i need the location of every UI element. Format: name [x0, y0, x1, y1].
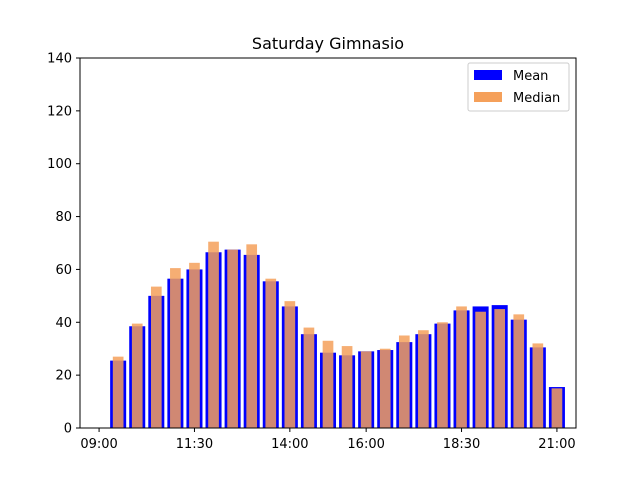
chart-title: Saturday Gimnasio: [252, 34, 404, 53]
median-bar: [437, 322, 448, 428]
y-tick-label: 80: [55, 210, 72, 225]
y-tick-label: 140: [47, 52, 72, 67]
median-bar: [551, 388, 563, 428]
median-bar: [475, 311, 486, 428]
median-bar: [112, 356, 124, 428]
legend: Mean Median: [467, 62, 570, 112]
median-bar: [398, 335, 410, 428]
median-bar: [322, 340, 334, 428]
median-bar: [379, 348, 391, 428]
median-bar: [513, 314, 525, 428]
median-bar: [532, 343, 544, 428]
legend-swatch-median: [474, 92, 502, 102]
x-axis: 09:00 11:30 14:00 16:00 18:30 21:00: [80, 428, 576, 452]
median-bar: [246, 244, 258, 428]
median-bar: [170, 268, 181, 428]
median-bar: [150, 286, 162, 428]
legend-label-median: Median: [513, 91, 560, 106]
y-tick-label: 60: [55, 263, 72, 278]
median-bars: [112, 241, 563, 428]
y-tick-label: 20: [55, 369, 72, 384]
y-tick-label: 100: [47, 157, 72, 172]
x-tick-label: 09:00: [80, 437, 117, 452]
median-bar: [303, 327, 315, 428]
x-tick-label: 14:00: [271, 437, 308, 452]
y-tick-label: 40: [55, 316, 72, 331]
y-tick-label: 120: [47, 104, 72, 119]
x-tick-label: 16:00: [347, 437, 384, 452]
median-bar: [360, 351, 372, 428]
median-bar: [494, 309, 506, 428]
median-bar: [227, 249, 238, 428]
median-bar: [418, 330, 429, 428]
legend-swatch-mean: [474, 70, 502, 80]
median-bar: [189, 262, 200, 428]
y-axis: 0 20 40 60 80 100 120 140: [47, 52, 80, 437]
x-tick-label: 18:30: [443, 437, 480, 452]
median-bar: [284, 301, 296, 428]
median-bar: [208, 241, 219, 428]
median-bar: [131, 323, 143, 428]
x-tick-label: 11:30: [176, 437, 213, 452]
median-bar: [456, 306, 467, 428]
plot-frame: [79, 57, 577, 429]
y-tick-label: 0: [64, 422, 72, 437]
x-tick-label: 21:00: [538, 437, 575, 452]
median-bar: [265, 278, 277, 428]
median-bar: [341, 346, 353, 428]
legend-label-mean: Mean: [513, 69, 548, 84]
